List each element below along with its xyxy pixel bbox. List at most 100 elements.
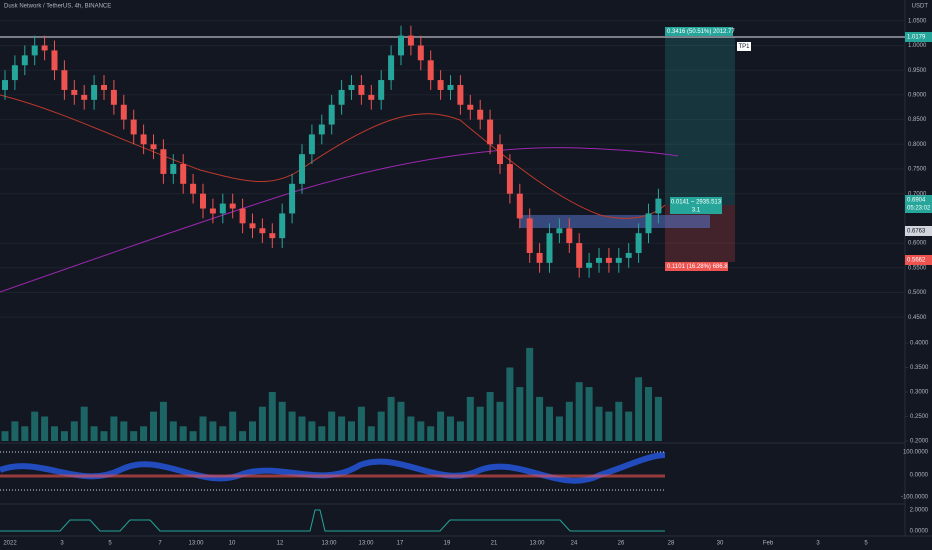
candle-body [318, 124, 325, 135]
stop-price: 0.5662 [907, 258, 926, 264]
volume-bar [555, 416, 563, 441]
candle-body [447, 85, 454, 90]
x-tick-label: 2022 [3, 541, 17, 547]
candle-body [91, 85, 98, 100]
candle-body [170, 164, 177, 174]
volume-bar [159, 401, 167, 441]
volume-bar [11, 421, 19, 441]
y-tick-label: 0.8500 [908, 117, 927, 123]
loss-label-bg [665, 262, 728, 271]
x-tick-label: Feb [763, 541, 774, 547]
volume-bar [318, 426, 326, 441]
volume-bar [229, 411, 237, 441]
candle-body [338, 89, 345, 105]
x-tick-label: 24 [571, 541, 578, 547]
candle-body [140, 134, 147, 145]
y-tick-label: 0.5500 [908, 265, 927, 271]
candle-body [11, 65, 18, 81]
volume-bar [21, 426, 29, 441]
volume-bar [80, 406, 88, 441]
volume-bar [268, 392, 276, 441]
candle-body [249, 223, 256, 229]
y-tick-label: 0.4500 [908, 315, 927, 321]
candle-body [209, 208, 216, 214]
x-tick-label: 13:00 [188, 541, 204, 547]
volume-bar [565, 401, 573, 441]
candle-body [477, 109, 484, 120]
loss-zone [665, 205, 735, 262]
candle-body [289, 183, 296, 214]
candle-body [487, 119, 494, 145]
candle-body [120, 104, 127, 120]
volume-bar [635, 377, 643, 441]
y-tick-label: 0.5000 [908, 290, 927, 296]
volume-bar [338, 416, 346, 441]
y-tick-label: 1.0500 [908, 18, 927, 24]
volume-bar [308, 421, 316, 441]
candle-body [308, 134, 315, 155]
candle-body [516, 193, 523, 219]
x-tick-label: 13:00 [529, 541, 545, 547]
entry-label-bg [670, 197, 722, 214]
volume-bar [258, 406, 266, 441]
entry-price: 0.6763 [907, 229, 926, 235]
sub-tick: 0.0000 [910, 529, 929, 535]
x-tick-label: 5 [864, 541, 868, 547]
volume-bar [575, 382, 583, 441]
x-tick-label: 7 [158, 541, 162, 547]
volume-bar [328, 411, 336, 441]
candle-body [388, 55, 395, 81]
moving-average [0, 147, 679, 293]
candle-body [219, 203, 226, 214]
candle-body [556, 228, 563, 234]
candle-body [348, 85, 355, 90]
volume-bar [31, 411, 39, 441]
candle-body [576, 243, 583, 268]
signal-line [0, 509, 665, 532]
volume-bar [645, 387, 652, 441]
volume-tick-label: 0.3500 [910, 365, 929, 371]
volume-bar [189, 431, 197, 441]
candle-body [81, 94, 88, 100]
y-tick-label: 0.7000 [908, 191, 927, 197]
candle-body [655, 198, 662, 214]
candle-body [160, 149, 167, 174]
volume-bar [476, 406, 484, 441]
volume-bar [496, 401, 504, 441]
volume-bar [298, 416, 306, 441]
candle-body [605, 257, 612, 263]
last-price: 0.6904 [907, 198, 926, 204]
volume-bar [120, 421, 128, 441]
candle-body [645, 213, 652, 234]
volume-tick-label: 0.2500 [910, 414, 929, 420]
price-tag [905, 226, 932, 236]
profit-label-bg [665, 27, 733, 36]
candle-body [279, 213, 286, 239]
y-tick-label: 0.9000 [908, 92, 927, 98]
x-tick-label: 28 [668, 541, 675, 547]
x-tick-label: 3 [816, 541, 820, 547]
volume-bar [41, 416, 49, 441]
volume-bar [397, 401, 405, 441]
candle-body [497, 144, 503, 165]
volume-bar [427, 426, 435, 441]
volume-bar [100, 431, 108, 441]
candle-body [368, 94, 375, 100]
candle-body [407, 35, 414, 46]
candle-body [110, 89, 117, 105]
volume-bar [486, 392, 494, 441]
x-tick-label: 10 [229, 541, 236, 547]
volume-bar [407, 416, 415, 441]
moving-average [0, 94, 666, 219]
oscillator [0, 452, 666, 484]
sub-tick: 2.0000 [910, 508, 929, 514]
candle-body [546, 233, 553, 263]
volume-bar [110, 416, 118, 441]
volume-bar [526, 347, 534, 441]
volume-bar [456, 421, 464, 441]
target-price: 1.0179 [907, 35, 926, 41]
x-tick-label: 21 [491, 541, 498, 547]
y-tick-label: 0.6000 [908, 241, 927, 247]
x-tick-label: 5 [108, 541, 112, 547]
